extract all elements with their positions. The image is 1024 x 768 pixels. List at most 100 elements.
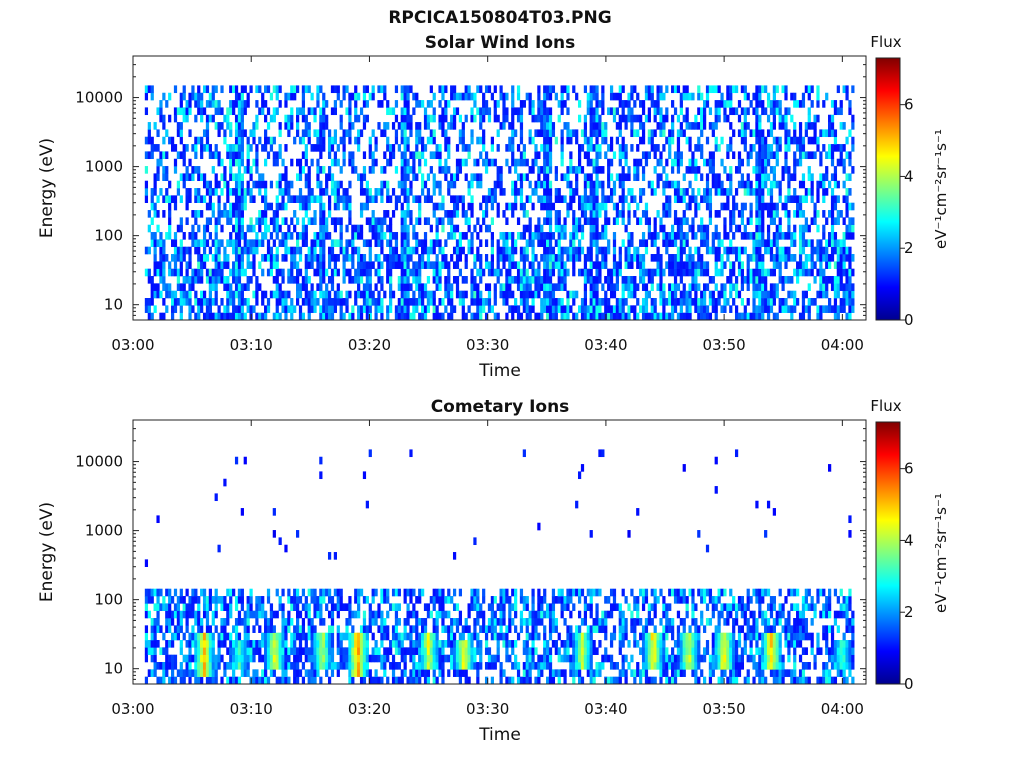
heatmap-cell [665,195,669,203]
heatmap-cell [577,144,582,152]
heatmap-cell [598,100,602,108]
heatmap-cell [828,151,832,160]
heatmap-cell [537,173,541,182]
heatmap-cell [839,122,843,130]
heatmap-cell [185,166,189,174]
heatmap-cell [589,85,593,94]
heatmap-cell [272,625,276,633]
heatmap-cell [490,246,494,255]
heatmap-cell [740,122,745,130]
heatmap-cell [377,122,381,130]
heatmap-cell [516,232,521,240]
heatmap-cell [534,290,538,299]
heatmap-cell [726,246,730,255]
heatmap-cell [202,669,207,677]
heatmap-cell [764,276,768,284]
heatmap-cell [534,151,538,160]
heatmap-cell [522,210,526,218]
heatmap-cell [168,618,172,626]
heatmap-cell [217,180,221,189]
heatmap-cell [595,283,599,291]
heatmap-cell [226,144,230,152]
colorbar-title-solar-wind: Flux [870,33,901,51]
heatmap-cell [691,188,695,196]
heatmap-cell [205,239,210,247]
heatmap-cell [261,173,265,182]
heatmap-cell [269,662,274,670]
heatmap-cell [205,640,210,648]
heatmap-cell [560,283,564,291]
heatmap-cell [644,290,649,299]
heatmap-cell [464,254,468,262]
heatmap-cell [583,298,588,306]
heatmap-cell [470,202,474,211]
heatmap-cell [607,217,611,225]
heatmap-cell [377,254,381,262]
heatmap-cell [557,224,561,233]
heatmap-cell [330,173,335,182]
heatmap-cell [296,290,300,299]
heatmap-cell [165,151,169,160]
heatmap-cell [432,268,436,277]
heatmap-cell [473,158,477,167]
heatmap-cell [403,290,407,299]
heatmap-cell [322,202,326,211]
heatmap-cell [740,232,745,240]
heatmap-cell [647,151,651,160]
heatmap-cell [714,114,718,123]
heatmap-cell [703,305,707,313]
heatmap-cell [243,202,247,211]
heatmap-cell [499,268,503,277]
heatmap-cell [165,603,169,611]
heatmap-cell [665,114,669,123]
heatmap-cell [685,305,689,313]
heatmap-cell [319,224,323,233]
heatmap-cell [252,305,256,313]
heatmap-cell [194,114,198,123]
heatmap-cell [426,276,431,284]
heatmap-cell [264,610,268,619]
heatmap-cell [208,669,212,677]
heatmap-cell [229,647,233,655]
heatmap-cell [743,136,747,145]
heatmap-cell [333,129,337,138]
heatmap-cell [496,268,500,277]
heatmap-cell [755,166,759,174]
heatmap-cell [208,202,212,211]
heatmap-cell [836,85,840,94]
heatmap-cell [301,618,306,626]
heatmap-cell [296,662,300,670]
heatmap-cell [403,92,407,101]
heatmap-cell [243,632,247,641]
heatmap-cell [682,239,686,247]
heatmap-cell [461,136,465,145]
heatmap-cell [319,85,323,94]
heatmap-cell [825,166,829,174]
heatmap-cell [845,224,849,233]
heatmap-cell [304,610,308,619]
heatmap-cell [173,268,178,277]
heatmap-cell [723,298,727,306]
heatmap-cell [377,232,381,240]
heatmap-cell [595,136,599,145]
heatmap-cell [336,195,340,203]
heatmap-cell [229,166,233,174]
heatmap-cell [671,180,675,189]
heatmap-cell [662,232,666,240]
heatmap-cell [851,166,855,174]
heatmap-cell [223,254,227,262]
heatmap-cell [621,166,625,174]
heatmap-cell [243,647,247,655]
heatmap-cell [200,662,204,670]
heatmap-cell [432,151,436,160]
heatmap-cell [723,107,727,116]
heatmap-cell [237,188,242,196]
heatmap-cell [304,298,308,306]
heatmap-cell [191,305,195,313]
heatmap-cell [842,305,846,313]
heatmap-cell [804,122,808,130]
heatmap-cell [246,276,250,284]
heatmap-cell [261,603,265,611]
heatmap-cell [793,122,797,130]
heatmap-cell [566,298,570,306]
